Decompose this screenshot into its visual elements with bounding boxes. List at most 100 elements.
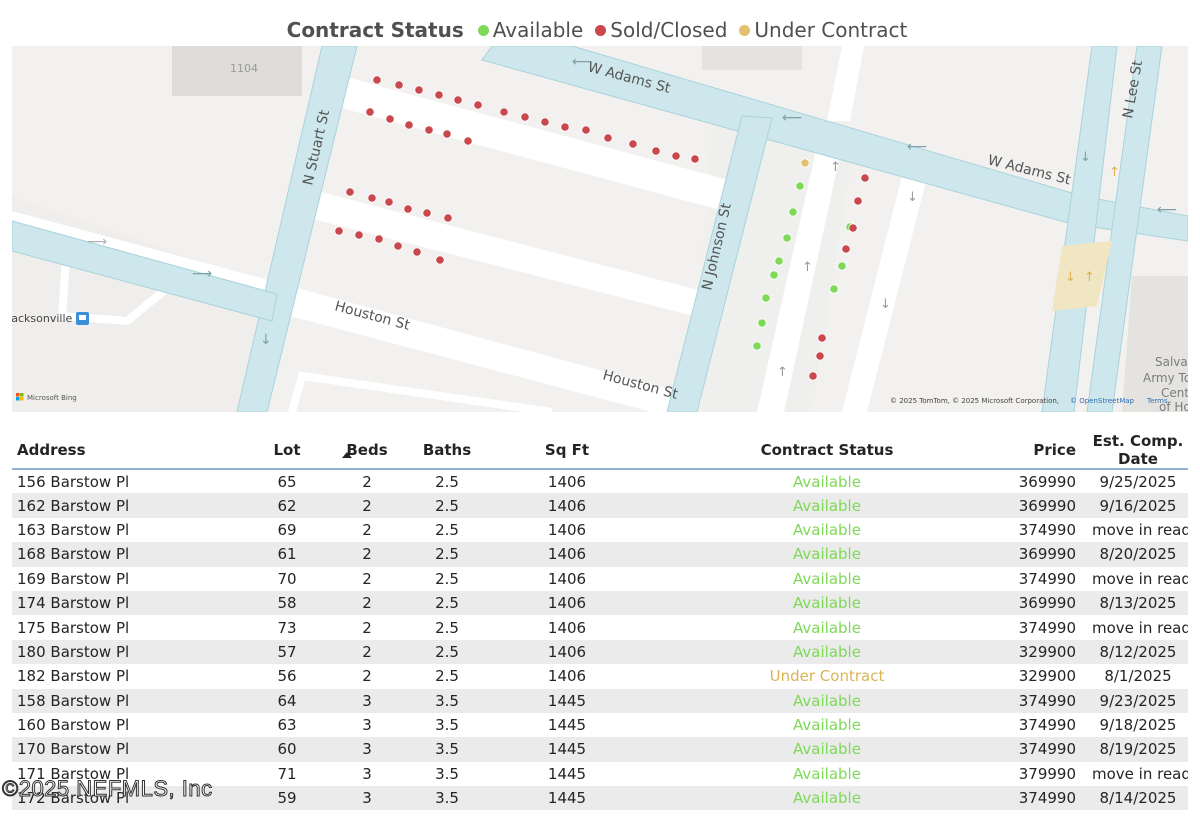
property-marker-sold[interactable] (434, 90, 444, 100)
property-markers[interactable] (334, 75, 870, 381)
property-marker-sold[interactable] (394, 80, 404, 90)
column-header-baths[interactable]: Baths (407, 432, 487, 470)
property-marker-sold[interactable] (372, 75, 382, 85)
property-marker-available[interactable] (795, 181, 805, 191)
property-marker-sold[interactable] (463, 136, 473, 146)
table-row[interactable]: 163 Barstow Pl 69 2 2.5 1406 Available 374990 m… (12, 518, 1188, 542)
column-header-address[interactable]: Address (12, 432, 247, 470)
property-marker-sold[interactable] (581, 125, 591, 135)
cell-price: 374990 (1007, 737, 1088, 762)
property-marker-sold[interactable] (435, 255, 445, 265)
property-marker-available[interactable] (774, 256, 784, 266)
column-header-est-comp-date[interactable]: Est. Comp. Date (1088, 432, 1188, 470)
property-marker-sold[interactable] (848, 223, 858, 233)
property-marker-sold[interactable] (393, 241, 403, 251)
property-marker-sold[interactable] (384, 197, 394, 207)
properties-table-container[interactable]: Address Lot Beds Baths Sq Ft Contract St… (12, 432, 1188, 812)
property-marker-sold[interactable] (690, 154, 700, 164)
cell-sqft: 1445 (487, 688, 647, 713)
property-marker-sold[interactable] (520, 112, 530, 122)
property-marker-sold[interactable] (815, 351, 825, 361)
property-marker-sold[interactable] (671, 151, 681, 161)
property-marker-sold[interactable] (841, 244, 851, 254)
cell-lot: 60 (247, 737, 327, 762)
table-row[interactable]: 162 Barstow Pl 62 2 2.5 1406 Available 369990 9… (12, 493, 1188, 518)
property-marker-available[interactable] (782, 233, 792, 243)
table-row[interactable]: 180 Barstow Pl 57 2 2.5 1406 Available 329900 8… (12, 639, 1188, 665)
property-marker-sold[interactable] (412, 247, 422, 257)
table-row[interactable]: 174 Barstow Pl 58 2 2.5 1406 Available 369990 8… (12, 590, 1188, 616)
label-place-jacksonville[interactable]: Jacksonville (12, 312, 73, 325)
property-marker-sold[interactable] (404, 120, 414, 130)
sort-ascending-icon[interactable] (342, 452, 352, 458)
property-marker-available[interactable] (829, 284, 839, 294)
table-row[interactable]: 169 Barstow Pl 70 2 2.5 1406 Available 374990 m… (12, 567, 1188, 591)
property-marker-sold[interactable] (808, 371, 818, 381)
column-header-beds[interactable]: Beds (327, 432, 407, 470)
property-marker-sold[interactable] (853, 196, 863, 206)
property-marker-sold[interactable] (499, 107, 509, 117)
property-marker-available[interactable] (769, 270, 779, 280)
table-row[interactable]: 168 Barstow Pl 61 2 2.5 1406 Available 369990 8… (12, 542, 1188, 567)
legend-item-available[interactable]: Available (477, 18, 583, 42)
property-marker-available[interactable] (757, 318, 767, 328)
property-marker-sold[interactable] (560, 122, 570, 132)
property-marker-under-contract[interactable] (800, 158, 810, 168)
property-marker-sold[interactable] (354, 230, 364, 240)
cell-sqft: 1445 (547, 764, 587, 783)
legend-item-sold-closed[interactable]: Sold/Closed (595, 18, 727, 42)
terms-link[interactable]: Terms (1146, 397, 1168, 405)
property-marker-sold[interactable] (628, 139, 638, 149)
property-marker-sold[interactable] (385, 114, 395, 124)
property-marker-sold[interactable] (414, 85, 424, 95)
cell-beds: 2 (362, 667, 372, 686)
label-poi-line1: Salvat (1155, 355, 1188, 369)
property-marker-sold[interactable] (367, 193, 377, 203)
table-row[interactable]: 170 Barstow Pl 60 3 3.5 1445 Available 374990 8… (12, 737, 1188, 762)
table-row[interactable]: 171 Barstow Pl 71 3 3.5 1445 Available 379990 m… (12, 762, 1188, 786)
table-row[interactable]: 158 Barstow Pl 64 3 3.5 1445 Available 374990 9… (12, 688, 1188, 713)
map-view[interactable]: ⟵ ⟵ ⟵ ⟵ ⟶ ⟶ ↓ ↑ ↑ ↑ ↓ ↓ ↓ ↑ ↓ ↑ W Adams … (12, 46, 1188, 412)
property-marker-sold[interactable] (651, 146, 661, 156)
property-marker-sold[interactable] (424, 125, 434, 135)
table-row[interactable]: 172 Barstow Pl 59 3 3.5 1445 Available 374990 8… (12, 786, 1188, 811)
property-marker-sold[interactable] (473, 100, 483, 110)
property-marker-sold[interactable] (443, 213, 453, 223)
cell-sqft: 1406 (487, 590, 647, 616)
property-marker-available[interactable] (788, 207, 798, 217)
cell-lot: 58 (247, 590, 327, 616)
property-marker-sold[interactable] (860, 173, 870, 183)
property-marker-sold[interactable] (540, 117, 550, 127)
column-header-lot[interactable]: Lot (247, 432, 327, 470)
property-marker-sold[interactable] (365, 107, 375, 117)
openstreetmap-link[interactable]: © OpenStreetMap (1070, 397, 1135, 405)
property-marker-sold[interactable] (603, 133, 613, 143)
column-header-sqft[interactable]: Sq Ft (487, 432, 647, 470)
table-row[interactable]: 156 Barstow Pl 65 2 2.5 1406 Available 369990 9… (12, 469, 1188, 493)
table-row[interactable]: 160 Barstow Pl 63 3 3.5 1445 Available 374990 9… (12, 713, 1188, 737)
property-marker-available[interactable] (761, 293, 771, 303)
property-marker-sold[interactable] (817, 333, 827, 343)
column-header-price[interactable]: Price (1007, 432, 1088, 470)
cell-address: 171 Barstow Pl (17, 764, 130, 783)
cell-price: 369990 (1007, 542, 1088, 567)
transit-icon-window (79, 315, 86, 320)
property-marker-sold[interactable] (403, 204, 413, 214)
cell-status: Available (647, 590, 1007, 616)
property-marker-available[interactable] (837, 261, 847, 271)
property-marker-sold[interactable] (453, 95, 463, 105)
table-row[interactable]: 182 Barstow Pl 56 2 2.5 1406 Under Contract 32… (12, 664, 1188, 688)
cell-address: 170 Barstow Pl (12, 737, 247, 762)
property-marker-sold[interactable] (334, 226, 344, 236)
property-marker-sold[interactable] (345, 187, 355, 197)
legend-item-under-contract[interactable]: Under Contract (739, 18, 907, 42)
cell-baths: 2.5 (407, 639, 487, 665)
cell-beds: 3 (362, 764, 372, 783)
table-row[interactable]: 175 Barstow Pl 73 2 2.5 1406 Available 374990 m… (12, 615, 1188, 639)
property-marker-sold[interactable] (374, 234, 384, 244)
property-marker-sold[interactable] (442, 129, 452, 139)
map-canvas[interactable]: ⟵ ⟵ ⟵ ⟵ ⟶ ⟶ ↓ ↑ ↑ ↑ ↓ ↓ ↓ ↑ ↓ ↑ W Adams … (12, 46, 1188, 412)
column-header-contract-status[interactable]: Contract Status (647, 432, 1007, 470)
property-marker-sold[interactable] (422, 208, 432, 218)
property-marker-available[interactable] (752, 341, 762, 351)
